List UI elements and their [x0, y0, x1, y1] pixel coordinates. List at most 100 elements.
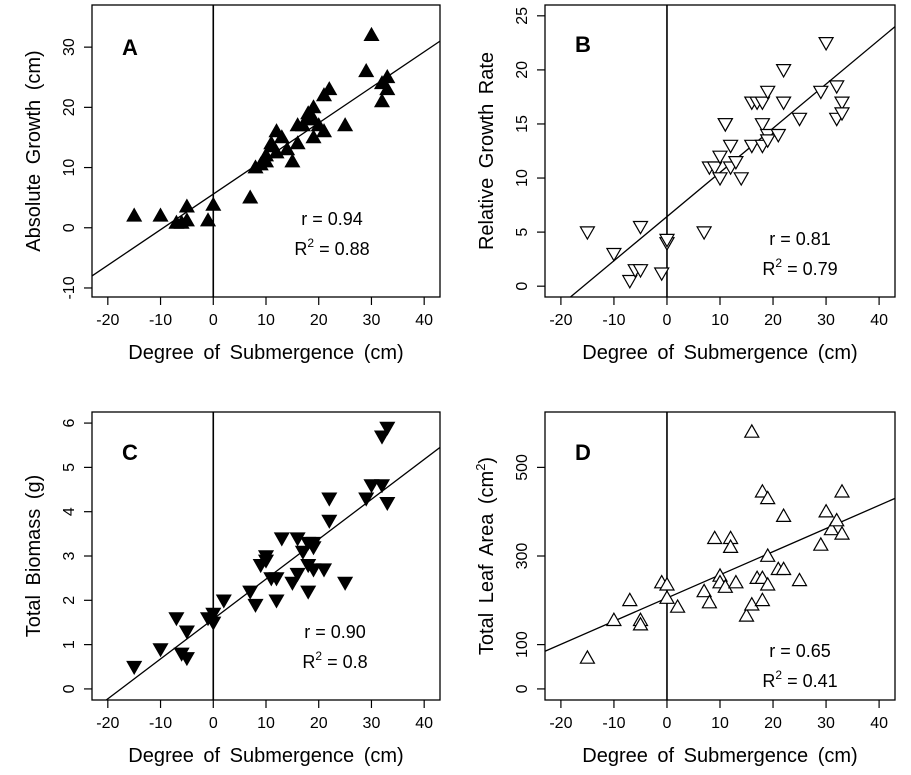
data-point	[632, 220, 649, 235]
data-point	[727, 156, 744, 171]
data-point	[321, 492, 338, 507]
x-tick-label: 30	[817, 715, 835, 732]
x-tick-label: 20	[310, 715, 328, 732]
data-point	[733, 172, 750, 187]
x-axis-title: Degree of Submergence (cm)	[128, 745, 403, 767]
data-point	[621, 274, 638, 290]
data-point	[315, 563, 333, 578]
x-tick-label: 10	[257, 312, 275, 329]
y-tick-label: 100	[514, 631, 531, 658]
data-point	[273, 129, 290, 144]
x-tick-label: 40	[415, 715, 433, 732]
y-axis-title: Absolute Growth (cm)	[23, 50, 45, 251]
x-tick-label: 40	[415, 312, 433, 329]
x-tick-label: 10	[711, 312, 729, 329]
y-tick-label: 0	[61, 684, 78, 693]
data-point	[775, 507, 792, 523]
data-point	[152, 207, 169, 222]
data-point	[284, 153, 301, 168]
data-point	[818, 36, 835, 52]
data-point	[658, 233, 676, 248]
y-tick-label: 5	[514, 228, 531, 237]
data-point	[759, 490, 776, 505]
data-point	[743, 596, 760, 611]
data-point	[833, 483, 851, 498]
data-point	[759, 85, 776, 100]
data-point	[743, 139, 760, 154]
data-point	[289, 532, 306, 547]
y-tick-label: 0	[61, 223, 78, 232]
y-tick-label: 500	[514, 454, 531, 481]
data-point	[178, 212, 195, 227]
data-point	[658, 576, 676, 591]
data-point	[711, 172, 729, 187]
data-point	[717, 118, 734, 133]
data-point	[812, 536, 829, 551]
y-tick-label: 20	[61, 98, 78, 116]
y-axis-title: Total Biomass (g)	[23, 475, 45, 638]
data-point	[205, 196, 222, 211]
data-point	[701, 594, 718, 609]
y-tick-label: 0	[514, 282, 531, 291]
y-tick-label: 300	[514, 543, 531, 570]
panel-label: D	[575, 440, 591, 465]
data-point	[305, 99, 322, 114]
data-point	[273, 532, 290, 547]
data-point	[178, 625, 195, 640]
x-tick-label: -10	[602, 715, 625, 732]
data-point	[337, 117, 354, 132]
data-point	[770, 128, 787, 144]
x-axis-title: Degree of Submergence (cm)	[582, 342, 857, 364]
panel-label: C	[122, 440, 138, 465]
y-tick-label: 2	[61, 596, 78, 605]
data-point	[315, 123, 333, 138]
data-point	[653, 267, 670, 282]
x-tick-label: -20	[96, 715, 119, 732]
data-point	[268, 594, 285, 609]
data-point	[833, 525, 851, 540]
x-tick-label: 30	[363, 312, 381, 329]
data-point	[152, 643, 169, 658]
data-point	[242, 585, 259, 600]
y-tick-label: -10	[61, 276, 78, 299]
x-tick-label: 40	[870, 312, 888, 329]
data-point	[379, 421, 396, 436]
data-point	[363, 479, 380, 494]
r-squared: R2 = 0.41	[762, 668, 837, 691]
x-tick-label: 40	[870, 715, 888, 732]
y-tick-label: 4	[61, 507, 78, 516]
y-tick-label: 5	[61, 463, 78, 472]
data-point	[632, 264, 649, 279]
data-point	[284, 576, 301, 591]
data-point	[215, 594, 232, 609]
data-point	[818, 503, 835, 518]
data-point	[178, 198, 195, 213]
data-point	[579, 649, 596, 664]
data-point	[754, 96, 771, 111]
data-point	[605, 247, 622, 262]
y-tick-label: 6	[61, 419, 78, 428]
x-tick-label: 10	[257, 715, 275, 732]
data-point	[126, 660, 143, 676]
r-value: r = 0.81	[769, 229, 831, 249]
x-tick-label: 20	[764, 312, 782, 329]
data-point	[321, 81, 338, 96]
x-tick-label: 10	[711, 715, 729, 732]
data-point	[199, 212, 217, 227]
x-tick-label: 30	[363, 715, 381, 732]
x-tick-label: 30	[817, 312, 835, 329]
data-point	[754, 592, 771, 607]
panel-b: -20 -10 0 10 20 30 40 0 5 10 15 20 25 Degree of Subme…	[476, 4, 896, 364]
data-point	[379, 81, 396, 96]
x-axis-title: Degree of Submergence (cm)	[128, 342, 403, 364]
x-tick-label: 0	[209, 312, 218, 329]
data-point	[579, 226, 596, 241]
x-tick-label: -10	[149, 715, 172, 732]
data-point	[706, 530, 723, 545]
x-tick-label: -10	[149, 312, 172, 329]
data-point	[300, 585, 317, 600]
data-point	[775, 63, 792, 79]
data-point	[791, 112, 808, 127]
data-point	[711, 150, 729, 165]
